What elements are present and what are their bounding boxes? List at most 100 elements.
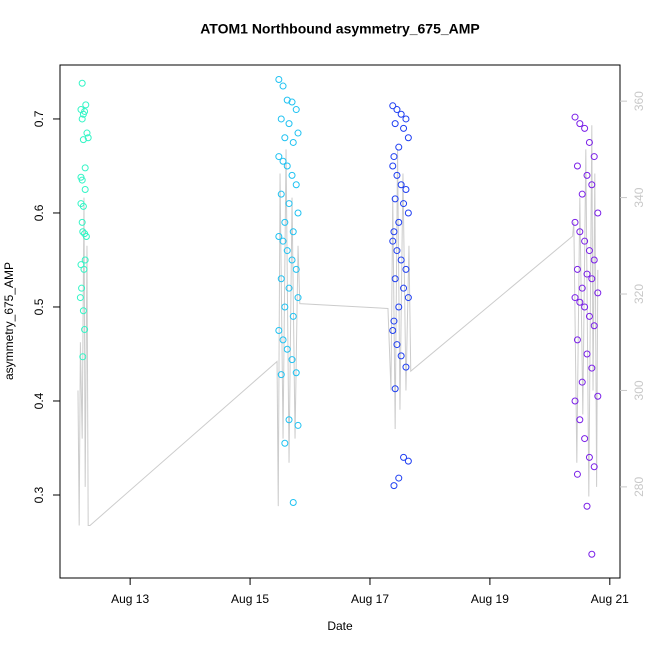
point (294, 129, 302, 137)
point (294, 209, 302, 217)
point (400, 124, 408, 132)
point (275, 326, 283, 334)
point (404, 294, 412, 302)
point (397, 256, 405, 264)
point (289, 228, 297, 236)
point (389, 237, 397, 245)
point (275, 232, 283, 240)
point (404, 134, 412, 142)
point (400, 200, 408, 208)
point (393, 247, 401, 255)
point (402, 115, 410, 123)
point (389, 326, 397, 334)
point (578, 378, 586, 386)
point (390, 153, 398, 161)
point (292, 369, 300, 377)
y-tick-label: 0.5 (32, 298, 46, 315)
point (581, 303, 589, 311)
point (292, 181, 300, 189)
point (79, 202, 87, 210)
point (576, 416, 584, 424)
point (400, 284, 408, 292)
point (288, 171, 296, 179)
point (590, 256, 598, 264)
point (81, 326, 89, 334)
plot-box (59, 64, 621, 579)
point (294, 294, 302, 302)
point (393, 106, 401, 114)
point (588, 275, 596, 283)
point (397, 110, 405, 118)
point (391, 385, 399, 393)
point (583, 270, 591, 278)
point (393, 341, 401, 349)
point (83, 129, 91, 137)
point (590, 153, 598, 161)
point (79, 307, 87, 315)
y2-tick-label: 340 (632, 187, 646, 207)
point (571, 294, 579, 302)
point (390, 228, 398, 236)
point (573, 470, 581, 478)
point (277, 275, 285, 283)
point (81, 164, 89, 172)
point (281, 134, 289, 142)
point (78, 284, 86, 292)
point (277, 190, 285, 198)
point (594, 209, 602, 217)
point (82, 232, 90, 240)
point (390, 482, 398, 490)
point (81, 185, 89, 193)
point (585, 138, 593, 146)
point (585, 247, 593, 255)
point (279, 157, 287, 165)
point (279, 336, 287, 344)
point (78, 176, 86, 184)
x-tick-label: Aug 21 (591, 592, 629, 606)
y2-tick-label: 280 (632, 477, 646, 497)
y2-tick-label: 300 (632, 380, 646, 400)
point (400, 453, 408, 461)
point (79, 228, 87, 236)
y-tick-label: 0.6 (32, 204, 46, 221)
point (391, 120, 399, 128)
x-tick-label: Aug 17 (351, 592, 389, 606)
point (288, 256, 296, 264)
point (283, 96, 291, 104)
point (402, 185, 410, 193)
point (581, 237, 589, 245)
x-axis-label: Date (327, 619, 353, 633)
point (395, 143, 403, 151)
point (289, 312, 297, 320)
point (581, 435, 589, 443)
point (289, 499, 297, 507)
point (404, 457, 412, 465)
point (389, 162, 397, 170)
point (79, 353, 87, 361)
point (391, 275, 399, 283)
point (590, 463, 598, 471)
point (281, 439, 289, 447)
point (397, 181, 405, 189)
point (583, 171, 591, 179)
point (281, 218, 289, 226)
point (578, 284, 586, 292)
point (292, 106, 300, 114)
point (78, 218, 86, 226)
x-tick-label: Aug 15 (231, 592, 269, 606)
point (285, 120, 293, 128)
y2-tick-label: 320 (632, 284, 646, 304)
point (82, 101, 90, 109)
y2-tick-label: 360 (632, 91, 646, 111)
point (393, 171, 401, 179)
x-tick-label: Aug 13 (111, 592, 149, 606)
point (391, 195, 399, 203)
point (594, 392, 602, 400)
point (583, 502, 591, 510)
point (588, 181, 596, 189)
point (289, 138, 297, 146)
y-tick-label: 0.4 (32, 392, 46, 409)
point (283, 345, 291, 353)
point (573, 336, 581, 344)
point (585, 312, 593, 320)
